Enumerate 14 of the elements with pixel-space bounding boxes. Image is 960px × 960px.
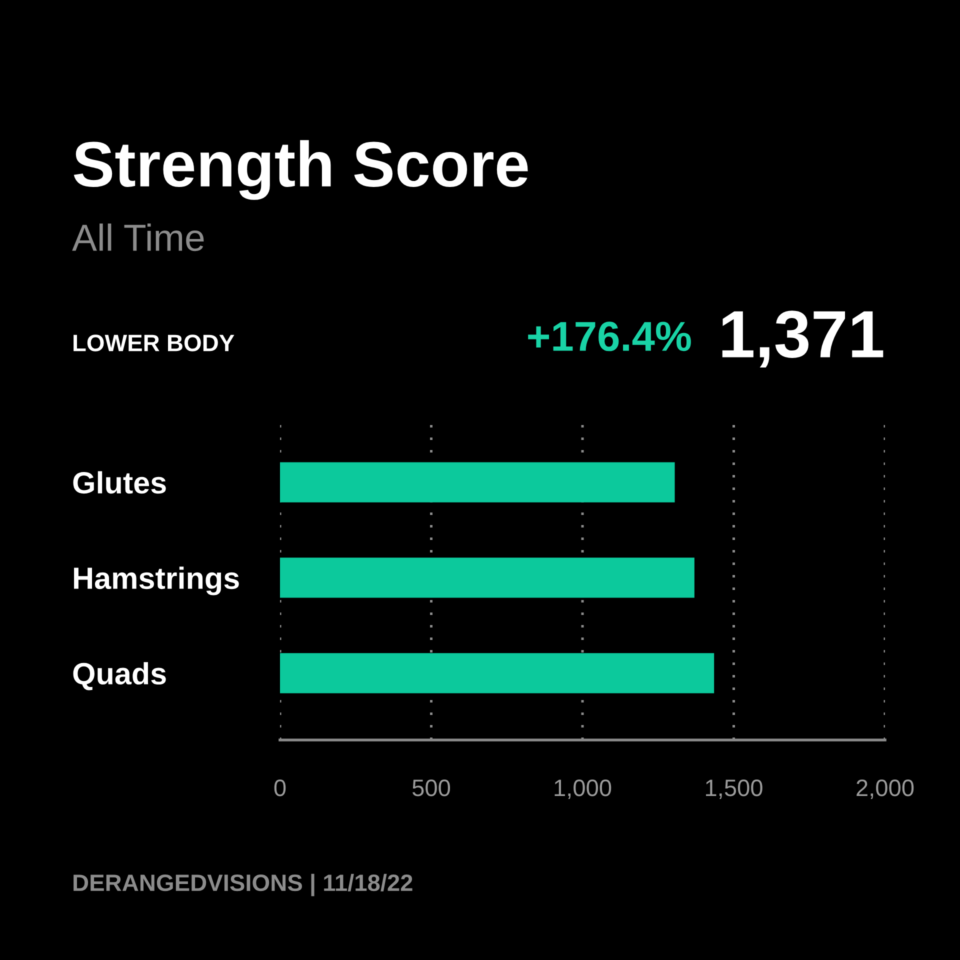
y-tick-label: Quads [73,662,166,690]
x-tick-label: 500 [412,780,450,796]
chart-subtitle: All Time [72,224,204,252]
text: LOWER BODY [74,334,234,352]
x-tick-label: 0 [274,780,286,796]
y-tick-label: Glutes [73,471,166,494]
x-tick-label: 1,500 [706,780,762,800]
x-tick-label: 1,000 [554,780,612,800]
text: +176.4% [528,322,691,352]
chart-title: Strength Score [74,140,528,200]
text: DERANGEDVISIONS | 11/18/22 [74,874,412,896]
y-tick-label: Hamstrings [74,566,239,596]
text: 1,371 [722,310,884,368]
x-tick-label: 2,000 [856,780,914,800]
